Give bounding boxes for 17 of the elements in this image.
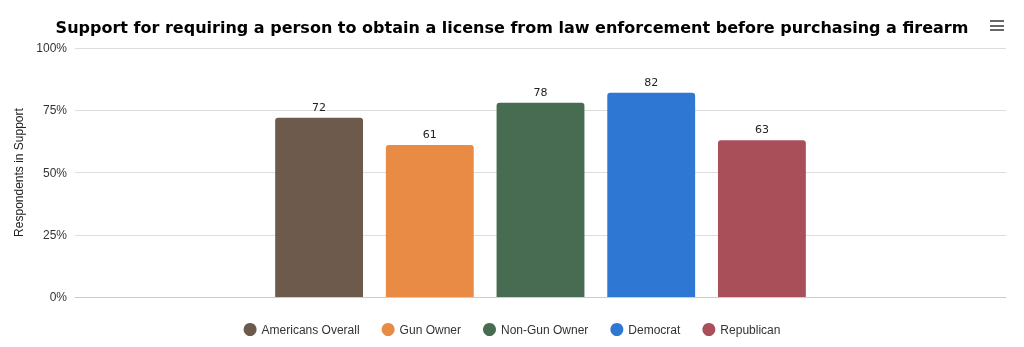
data-label: 78: [533, 85, 548, 99]
legend-label: Republican: [720, 322, 781, 337]
y-axis-title: Respondents in Support: [12, 107, 27, 237]
data-label: 63: [754, 123, 769, 137]
y-tick-label: 0%: [49, 290, 68, 304]
legend-label: Non-Gun Owner: [500, 322, 589, 337]
data-label: 61: [422, 128, 437, 142]
y-tick-label: 50%: [42, 165, 68, 180]
data-label: 82: [644, 75, 659, 89]
y-tick-label: 25%: [42, 227, 68, 242]
legend-label: Gun Owner: [399, 322, 461, 337]
legend-label: Democrat: [628, 322, 682, 337]
chart-title: Support for requiring a person to obtain a license from law enforcement before purchasing a firearm: [55, 17, 969, 37]
legend-label: Americans Overall: [261, 322, 360, 337]
data-label: 72: [312, 100, 327, 114]
y-tick-label: 100%: [36, 41, 68, 55]
y-tick-label: 75%: [42, 103, 68, 118]
